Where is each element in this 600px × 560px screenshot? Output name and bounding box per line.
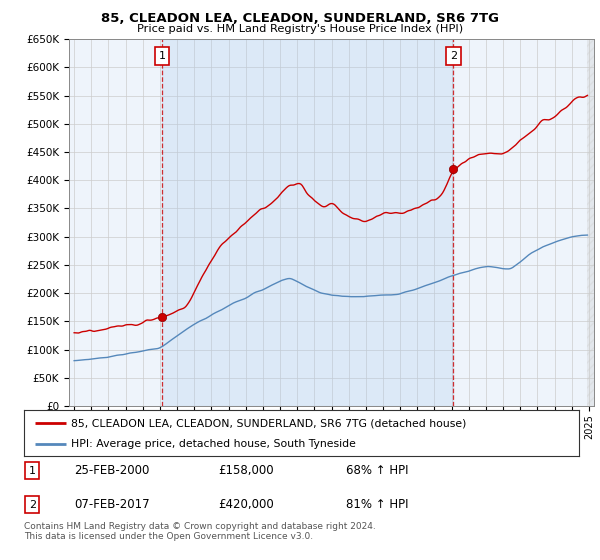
- Bar: [162, 39, 454, 406]
- Text: 07-FEB-2017: 07-FEB-2017: [74, 498, 149, 511]
- Text: £158,000: £158,000: [218, 464, 274, 477]
- Text: 2: 2: [29, 500, 36, 510]
- Text: 2: 2: [450, 51, 457, 60]
- Text: 68% ↑ HPI: 68% ↑ HPI: [346, 464, 409, 477]
- Text: Price paid vs. HM Land Registry's House Price Index (HPI): Price paid vs. HM Land Registry's House …: [137, 24, 463, 34]
- Text: £420,000: £420,000: [218, 498, 274, 511]
- Text: 1: 1: [158, 51, 166, 60]
- Bar: [587, 39, 594, 406]
- Text: HPI: Average price, detached house, South Tyneside: HPI: Average price, detached house, Sout…: [71, 440, 356, 450]
- Text: 81% ↑ HPI: 81% ↑ HPI: [346, 498, 409, 511]
- Text: 1: 1: [29, 466, 36, 476]
- Text: Contains HM Land Registry data © Crown copyright and database right 2024.
This d: Contains HM Land Registry data © Crown c…: [24, 522, 376, 542]
- Text: 85, CLEADON LEA, CLEADON, SUNDERLAND, SR6 7TG (detached house): 85, CLEADON LEA, CLEADON, SUNDERLAND, SR…: [71, 418, 467, 428]
- Text: 85, CLEADON LEA, CLEADON, SUNDERLAND, SR6 7TG: 85, CLEADON LEA, CLEADON, SUNDERLAND, SR…: [101, 12, 499, 25]
- Text: 25-FEB-2000: 25-FEB-2000: [74, 464, 149, 477]
